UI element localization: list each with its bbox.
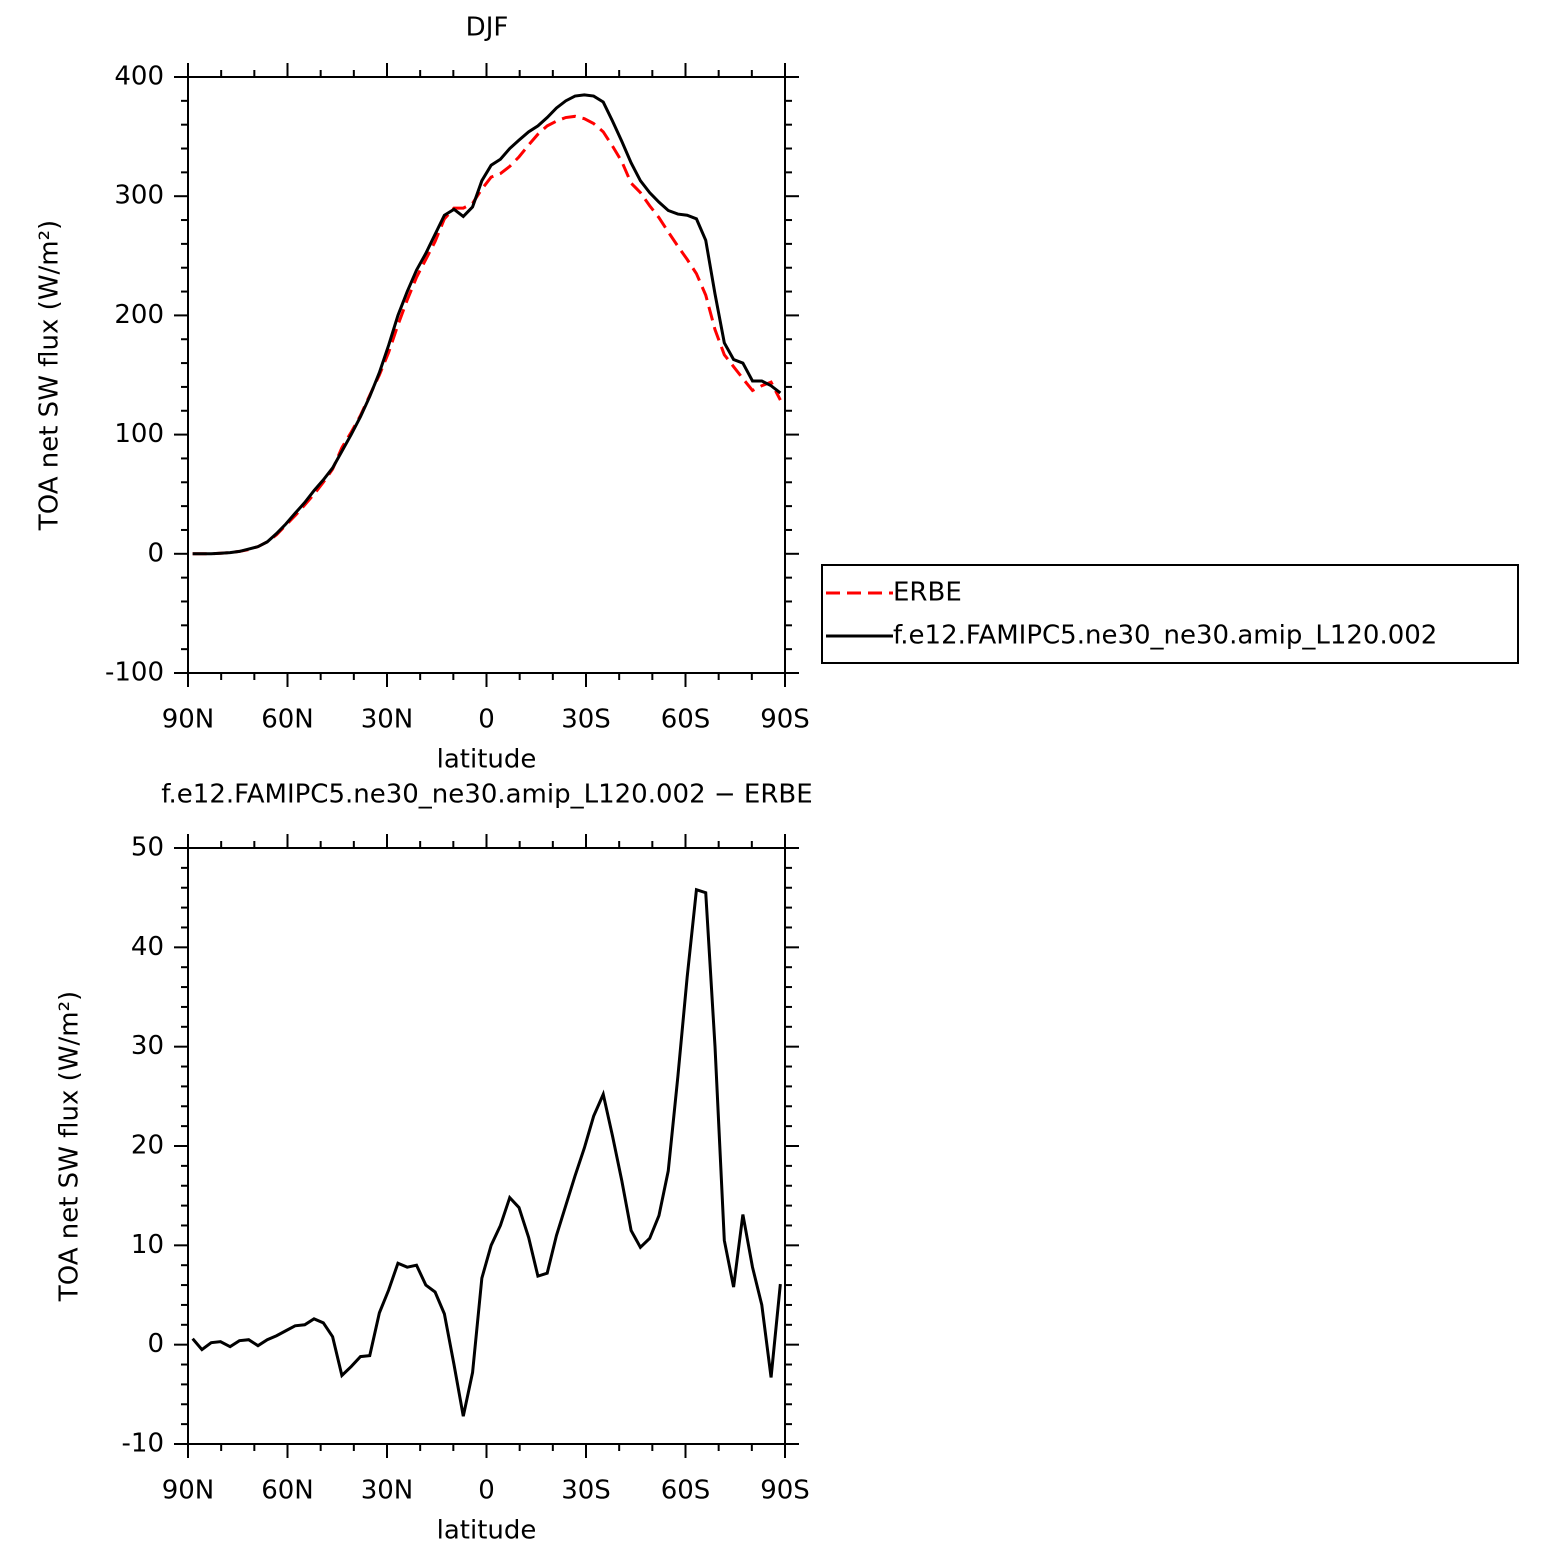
data-line (192, 114, 782, 556)
y-axis-label: TOA net SW flux (W/m²) (35, 220, 65, 531)
x-tick-label: 60S (661, 705, 711, 735)
x-tick-label: 90N (162, 705, 215, 735)
x-tick-label: 90S (760, 705, 810, 735)
x-tick-label: 30N (361, 705, 414, 735)
y-tick-label: 300 (114, 181, 164, 211)
x-tick-label: 30S (561, 705, 611, 735)
y-tick-label: 20 (131, 1131, 164, 1161)
y-tick-label: 400 (114, 62, 164, 92)
y-axis-label: TOA net SW flux (W/m²) (55, 991, 85, 1302)
y-tick-label: 0 (147, 538, 164, 568)
x-axis-label: latitude (437, 1516, 537, 1546)
y-tick-label: -100 (105, 658, 164, 688)
x-tick-label: 0 (478, 1476, 495, 1506)
legend-label: f.e12.FAMIPC5.ne30_ne30.amip_L120.002 (893, 621, 1437, 651)
y-tick-label: 40 (131, 932, 164, 962)
legend-box (821, 564, 1519, 664)
x-tick-label: 60N (261, 1476, 314, 1506)
x-tick-label: 90N (162, 1476, 215, 1506)
data-line (192, 93, 782, 556)
y-tick-label: 30 (131, 1031, 164, 1061)
y-tick-label: 200 (114, 300, 164, 330)
y-tick-label: 50 (131, 833, 164, 863)
x-tick-label: 30N (361, 1476, 414, 1506)
data-line (191, 887, 782, 1417)
plot-frame (187, 847, 786, 1445)
x-tick-label: 60N (261, 705, 314, 735)
y-tick-label: 0 (147, 1329, 164, 1359)
chart-title: DJF (466, 13, 509, 43)
plot-frame (187, 76, 786, 674)
y-tick-label: 10 (131, 1230, 164, 1260)
x-axis-label: latitude (437, 745, 537, 775)
x-tick-label: 90S (760, 1476, 810, 1506)
x-tick-label: 60S (661, 1476, 711, 1506)
y-tick-label: -10 (122, 1429, 164, 1459)
x-tick-label: 0 (478, 705, 495, 735)
chart-title: f.e12.FAMIPC5.ne30_ne30.amip_L120.002 − … (161, 780, 812, 810)
y-tick-label: 100 (114, 419, 164, 449)
legend-label: ERBE (893, 578, 962, 608)
x-tick-label: 30S (561, 1476, 611, 1506)
